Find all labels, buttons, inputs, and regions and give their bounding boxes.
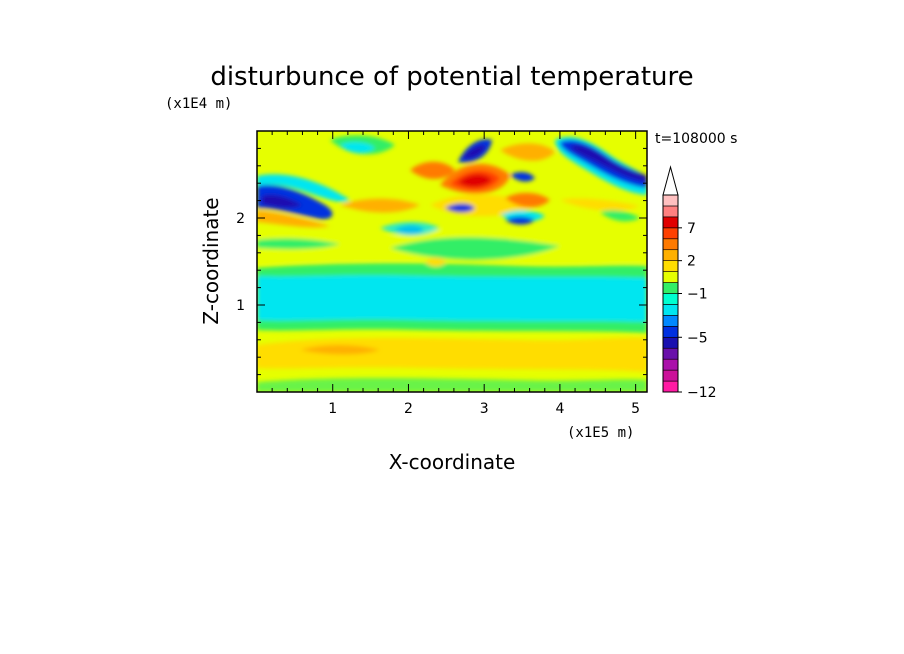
contour-field xyxy=(257,131,647,392)
y-unit-label: (x1E4 m) xyxy=(165,96,232,112)
colorbar-swatch xyxy=(662,271,679,283)
colorbar-swatch xyxy=(662,347,679,360)
colorbar-swatch xyxy=(662,326,679,338)
colorbar-tick-label: 7 xyxy=(687,221,696,237)
colorbar-swatch xyxy=(662,336,679,349)
colorbar-swatch xyxy=(662,260,679,272)
x-tick-label: 4 xyxy=(555,401,564,417)
y-tick-label: 2 xyxy=(236,211,245,227)
colorbar-tick-label: −12 xyxy=(687,385,717,401)
colorbar-swatch xyxy=(662,358,679,371)
colorbar-swatch xyxy=(662,205,679,218)
colorbar-tick-label: −5 xyxy=(687,330,708,346)
colorbar-swatch xyxy=(662,304,679,316)
colorbar-swatch xyxy=(662,369,679,382)
x-tick-label: 2 xyxy=(404,401,413,417)
colorbar: 7 2 −1 −5 −12 xyxy=(662,165,717,401)
chart-title: disturbunce of potential temperature xyxy=(210,62,693,92)
y-axis: 12 xyxy=(236,147,647,376)
colorbar-tick-label: −1 xyxy=(687,287,708,303)
colorbar-swatch xyxy=(662,293,679,305)
colorbar-extend-max xyxy=(662,165,679,196)
colorbar-swatch xyxy=(662,194,679,207)
x-axis: 1 2 3 4 5 xyxy=(271,131,640,417)
y-axis-label: Z-coordinate xyxy=(199,197,223,324)
colorbar-swatch xyxy=(662,216,679,229)
x-axis-label: X-coordinate xyxy=(389,450,516,474)
y-tick-label: 1 xyxy=(236,298,245,314)
x-tick-label: 3 xyxy=(480,401,489,417)
x-unit-label: (x1E5 m) xyxy=(567,425,634,441)
colorbar-swatch xyxy=(662,380,679,393)
x-tick-label: 1 xyxy=(328,401,337,417)
time-label: t=108000 s xyxy=(655,131,737,147)
x-tick-label: 5 xyxy=(631,401,640,417)
plot-frame xyxy=(256,130,648,393)
colorbar-swatch xyxy=(662,227,679,240)
colorbar-swatch xyxy=(662,249,679,261)
colorbar-tick-label: 2 xyxy=(687,254,696,270)
colorbar-swatch xyxy=(662,282,679,294)
colorbar-swatch xyxy=(662,315,679,327)
colorbar-swatch xyxy=(662,238,679,251)
